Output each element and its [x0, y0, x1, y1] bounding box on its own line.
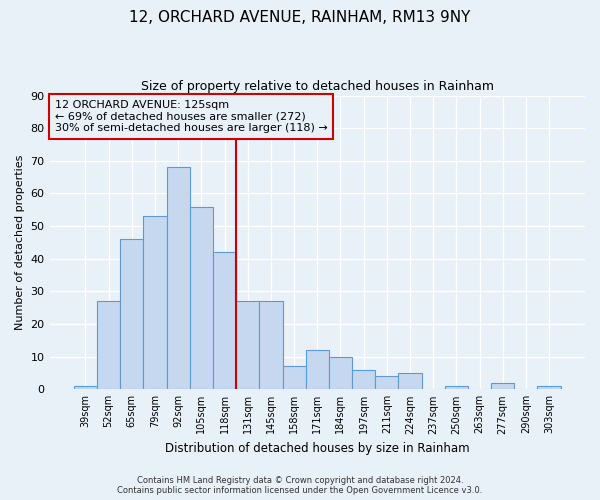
Bar — [491, 383, 514, 390]
Bar — [329, 356, 352, 390]
Text: Contains HM Land Registry data © Crown copyright and database right 2024.
Contai: Contains HM Land Registry data © Crown c… — [118, 476, 482, 495]
Bar — [213, 252, 236, 390]
Text: 12, ORCHARD AVENUE, RAINHAM, RM13 9NY: 12, ORCHARD AVENUE, RAINHAM, RM13 9NY — [130, 10, 470, 25]
Bar — [375, 376, 398, 390]
Bar — [74, 386, 97, 390]
Bar — [398, 373, 422, 390]
Bar — [190, 206, 213, 390]
Bar — [445, 386, 468, 390]
Bar — [236, 301, 259, 390]
Title: Size of property relative to detached houses in Rainham: Size of property relative to detached ho… — [141, 80, 494, 93]
Bar — [305, 350, 329, 390]
Bar — [167, 168, 190, 390]
Bar — [259, 301, 283, 390]
Bar — [97, 301, 120, 390]
Bar — [143, 216, 167, 390]
Bar — [352, 370, 375, 390]
Text: 12 ORCHARD AVENUE: 125sqm
← 69% of detached houses are smaller (272)
30% of semi: 12 ORCHARD AVENUE: 125sqm ← 69% of detac… — [55, 100, 328, 133]
Bar — [120, 239, 143, 390]
Bar — [538, 386, 560, 390]
Bar — [283, 366, 305, 390]
X-axis label: Distribution of detached houses by size in Rainham: Distribution of detached houses by size … — [165, 442, 470, 455]
Y-axis label: Number of detached properties: Number of detached properties — [15, 154, 25, 330]
